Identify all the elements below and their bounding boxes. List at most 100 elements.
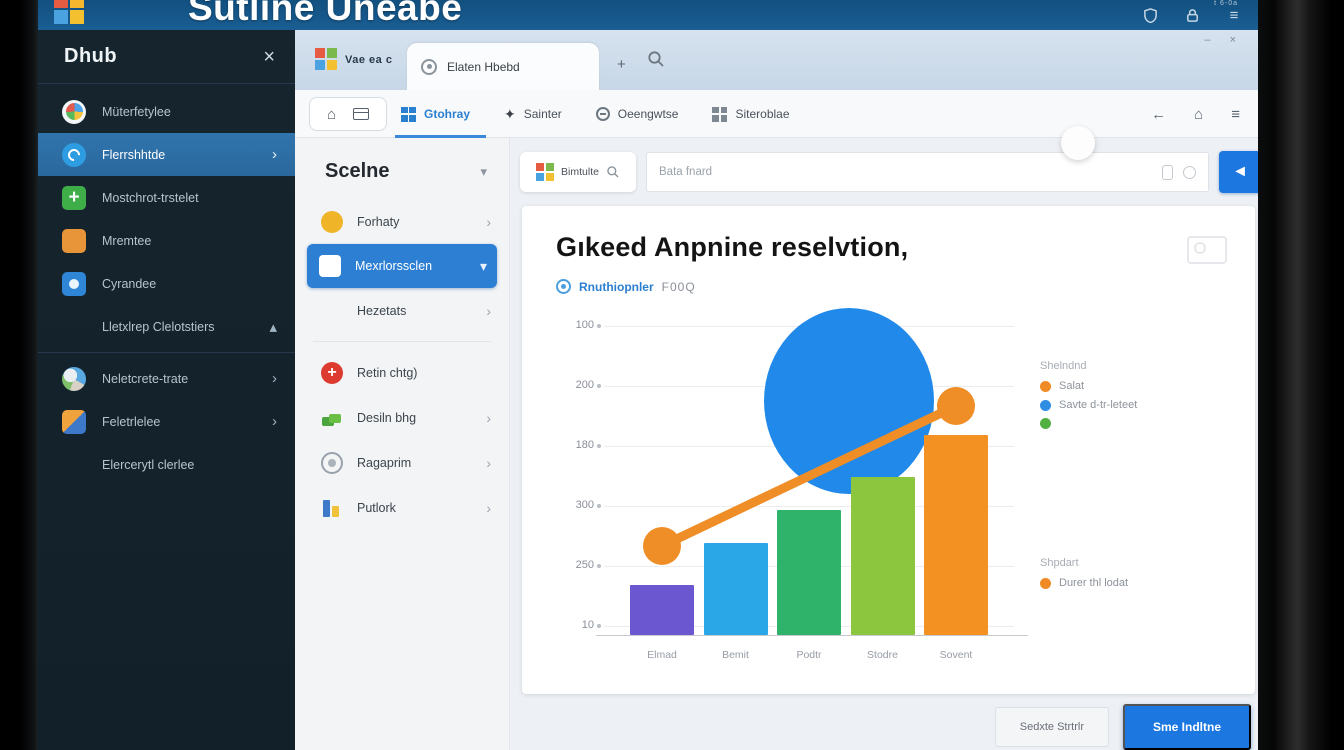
legend-dot [1040, 577, 1051, 589]
panel-item[interactable]: + Retin chtg) [295, 350, 509, 395]
report-link[interactable]: Rnuthiopnler [579, 279, 654, 294]
lock-icon[interactable] [1184, 7, 1200, 23]
divider [38, 352, 295, 353]
divider [313, 341, 491, 342]
app-circle-icon [62, 271, 86, 296]
chevron-right-icon: › [272, 413, 277, 430]
report-card: Gıkeed Anpnine reselvtion, Rnuthiopnler … [522, 206, 1255, 694]
sidebar-item-selected[interactable]: Flerrshhtde › [38, 133, 295, 176]
sidebar-item[interactable]: Cyrandee [38, 262, 295, 305]
tab-active[interactable]: Gtohray [394, 90, 487, 138]
secondary-button[interactable]: Sedxte Strtrlr [994, 707, 1109, 747]
floating-circle [1061, 126, 1095, 160]
menu-icon[interactable]: ≡ [1229, 6, 1239, 24]
sidebar-item[interactable]: Lletxlrep Clelotstiers ▴ [38, 305, 295, 348]
bar-chart-icon [321, 497, 343, 519]
panel-header[interactable]: Scelne ▾ [295, 152, 509, 199]
home-icon[interactable]: ⌂ [1194, 105, 1204, 123]
tab[interactable]: ✦ Sainter [504, 105, 562, 122]
sidebar-item[interactable]: Müterfetylee [38, 90, 295, 133]
grid-icon [401, 106, 416, 122]
report-code: F00Q [661, 279, 696, 294]
desktop-title: Sutline Uneabe [188, 0, 463, 28]
page-title: Gıkeed Anpnine reselvtion, [556, 232, 909, 262]
close-icon[interactable]: × [263, 45, 275, 68]
bar[interactable] [850, 477, 915, 635]
legend-dot [1040, 399, 1051, 411]
bar[interactable] [777, 510, 841, 635]
x-axis [596, 635, 1028, 636]
bar-column: Sovent [924, 435, 988, 661]
input-tool-icon[interactable] [1183, 165, 1196, 179]
menu-icon[interactable]: ≡ [1231, 105, 1240, 123]
panel-item[interactable]: Putlork › [295, 485, 509, 530]
back-icon[interactable]: ← [1151, 105, 1167, 123]
tab[interactable]: Siteroblae [712, 90, 790, 138]
toolbar-nav-box: ⌂ [309, 97, 387, 131]
search-icon [607, 166, 619, 178]
chevron-right-icon: › [272, 146, 277, 163]
bar-column: Elmad [630, 585, 694, 661]
panel-item[interactable]: Forhaty › [295, 199, 509, 244]
search-brand-label: Bimtulte [561, 166, 599, 178]
desktop-topbar: Sutline Uneabe t 6-0a ≡ [38, 0, 1258, 30]
monitor-bezel-right [1258, 0, 1344, 750]
circle-icon [321, 210, 343, 233]
chevron-right-icon: › [272, 370, 277, 387]
panel-item[interactable]: Desiln bhg › [295, 395, 509, 440]
window-controls[interactable]: – × [1204, 34, 1244, 46]
chart-icon [321, 407, 343, 429]
search-icon[interactable] [647, 50, 665, 73]
chevron-right-icon: › [486, 302, 491, 319]
legend-dot [1040, 380, 1051, 392]
bar[interactable] [630, 585, 694, 635]
legend-item [1040, 418, 1225, 429]
panel-item[interactable]: Ragaprim › [295, 440, 509, 485]
chart-legend-2: Shpdart Durer thl lodat [1040, 557, 1225, 589]
chevron-up-icon: ▴ [269, 318, 277, 336]
browser-logo-icon [315, 48, 337, 70]
grid-icon [319, 255, 341, 277]
bar[interactable] [924, 435, 988, 635]
pie-circle-decoration [764, 308, 934, 494]
primary-button[interactable]: Sme Indltne [1122, 704, 1251, 750]
calendar-icon [62, 228, 86, 253]
chart-legend: Shelndnd Salat Savte d-tr-leteet [1040, 316, 1225, 646]
panel-item-selected[interactable]: Mexrlorssclen ▾ [307, 244, 497, 288]
image-placeholder-icon [1187, 236, 1227, 264]
tab-strip: Vae ea c Elaten Hbebd + – × [295, 30, 1258, 90]
chevron-down-icon: ▾ [479, 257, 487, 274]
sidebar-item[interactable]: + Mostchrot-trstelet [38, 176, 295, 219]
tab-favicon-icon [421, 58, 437, 75]
footer-actions: Sedxte Strtrlr Sme Indltne [520, 694, 1258, 750]
bar-column: Bemit [703, 543, 768, 661]
home-icon[interactable]: ⌂ [326, 105, 337, 123]
panel-item[interactable]: Hezetats › [295, 288, 509, 333]
legend-title: Shelndnd [1040, 360, 1087, 372]
new-tab-icon[interactable]: + [617, 56, 626, 73]
search-brand-box[interactable]: Bimtulte [520, 152, 636, 192]
power-icon [62, 142, 86, 167]
search-input-box [646, 152, 1209, 192]
star-icon: ✦ [504, 105, 516, 122]
shield-icon[interactable] [1142, 7, 1158, 23]
browser-tab[interactable]: Elaten Hbebd [407, 43, 599, 90]
bar[interactable] [703, 543, 768, 635]
line-marker[interactable] [937, 387, 975, 425]
chart-area: 100 200 180 300 250 10 Elmad [556, 308, 1225, 661]
submit-button[interactable]: ◄ [1219, 151, 1258, 193]
plus-icon: + [62, 185, 86, 210]
panel-icon[interactable] [353, 108, 369, 120]
line-marker[interactable] [643, 527, 681, 565]
folder-icon [62, 409, 86, 434]
sidebar-item[interactable]: Mremtee [38, 219, 295, 262]
sidebar-item[interactable]: Feletrlelee › [38, 400, 295, 443]
app-window: Vae ea c Elaten Hbebd + – × ⌂ [295, 30, 1258, 750]
search-input[interactable] [659, 166, 1152, 178]
sidebar-item[interactable]: Neletcrete-trate › [38, 357, 295, 400]
info-icon [556, 279, 571, 294]
tab[interactable]: Oeengwtse [595, 90, 678, 138]
sidebar-item[interactable]: Elercerytl clerlee [38, 443, 295, 486]
topbar-note: t 6-0a [1214, 0, 1238, 7]
input-tool-icon[interactable] [1162, 164, 1173, 180]
